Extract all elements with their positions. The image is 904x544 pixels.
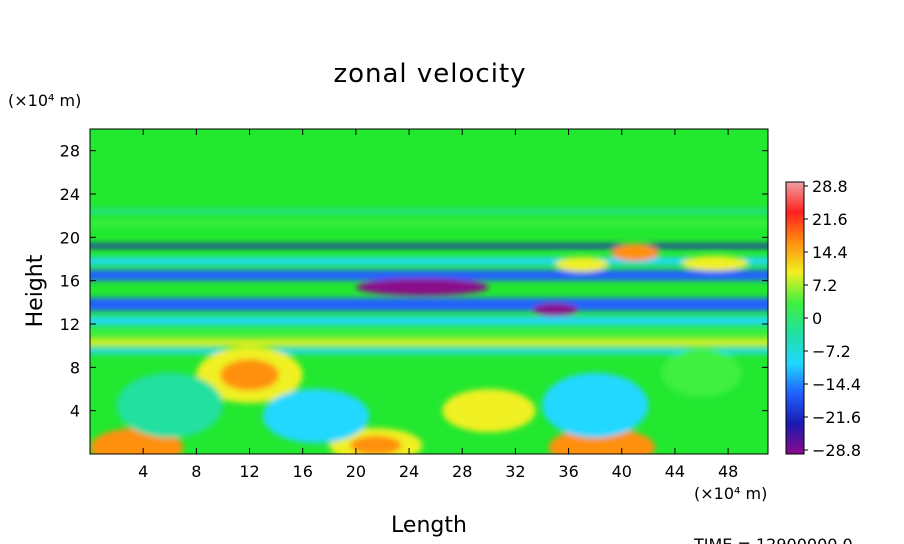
x-tick-label: 36 bbox=[558, 462, 578, 481]
y-tick-label: 16 bbox=[60, 272, 80, 291]
y-axis: 4 8 12 16 20 24 28 bbox=[60, 142, 768, 421]
colorbar-tick-label: −28.8 bbox=[812, 441, 861, 460]
field-band bbox=[90, 348, 768, 354]
field-blob-core bbox=[220, 359, 279, 391]
y-tick-label: 24 bbox=[60, 185, 80, 204]
field-band bbox=[90, 220, 768, 226]
x-axis: 4 8 12 16 20 24 28 32 36 40 44 48 bbox=[138, 129, 738, 481]
field-band bbox=[90, 316, 768, 326]
field-blob-core bbox=[572, 436, 632, 454]
y-tick-label: 4 bbox=[70, 402, 80, 421]
time-label: TIME = 12900000.0 bbox=[693, 535, 853, 544]
x-axis-label: Length bbox=[391, 513, 467, 538]
chart-title: zonal velocity bbox=[333, 59, 526, 89]
colorbar-tick-label: −7.2 bbox=[812, 342, 851, 361]
x-tick-label: 8 bbox=[191, 462, 201, 481]
y-axis-label: Height bbox=[23, 254, 48, 327]
plot-area bbox=[90, 129, 768, 454]
colorbar: 28.8 21.6 14.4 7.2 0 −7.2 −14.4 −21.6 −28.8 bbox=[785, 177, 861, 460]
x-tick-label: 32 bbox=[505, 462, 525, 481]
field-blob-core bbox=[110, 436, 163, 454]
field-blob-core bbox=[542, 306, 568, 314]
x-tick-label: 16 bbox=[293, 462, 313, 481]
field-band bbox=[90, 209, 768, 214]
field-blob-core bbox=[350, 435, 402, 454]
field-band bbox=[90, 298, 768, 311]
y-tick-label: 20 bbox=[60, 228, 80, 247]
field-blob bbox=[542, 372, 649, 438]
x-tick-label: 24 bbox=[399, 462, 419, 481]
x-tick-label: 48 bbox=[718, 462, 738, 481]
x-tick-label: 28 bbox=[452, 462, 472, 481]
field-band bbox=[90, 243, 768, 249]
colorbar-tick-label: −21.6 bbox=[812, 408, 861, 427]
colorbar-tick-label: 14.4 bbox=[812, 243, 848, 262]
colorbar-tick-label: −14.4 bbox=[812, 375, 861, 394]
colorbar-tick-label: 28.8 bbox=[812, 177, 848, 196]
x-tick-label: 20 bbox=[346, 462, 366, 481]
x-tick-label: 12 bbox=[239, 462, 259, 481]
field-blob-core bbox=[385, 282, 459, 292]
x-tick-label: 40 bbox=[612, 462, 632, 481]
plot-frame bbox=[89, 128, 769, 455]
field-blob-core bbox=[567, 260, 597, 269]
x-tick-label: 44 bbox=[665, 462, 685, 481]
colorbar-gradient bbox=[786, 182, 804, 454]
field-blob bbox=[661, 348, 742, 397]
field-band bbox=[90, 257, 768, 265]
colorbar-tick-label: 21.6 bbox=[812, 210, 848, 229]
field-blob-core bbox=[621, 247, 649, 258]
y-tick-label: 12 bbox=[60, 315, 80, 334]
y-unit-label: (×10⁴ m) bbox=[8, 91, 81, 110]
field-band bbox=[90, 269, 768, 281]
colorbar-tick-label: 0 bbox=[812, 309, 822, 328]
field-band bbox=[90, 339, 768, 346]
x-tick-label: 4 bbox=[138, 462, 148, 481]
field-blob bbox=[116, 372, 223, 438]
field-band bbox=[90, 329, 768, 336]
colorbar-tick-label: 7.2 bbox=[812, 276, 837, 295]
field-blob-core bbox=[463, 398, 515, 423]
x-unit-label: (×10⁴ m) bbox=[694, 484, 767, 503]
y-tick-label: 28 bbox=[60, 142, 80, 161]
field-blob bbox=[262, 389, 370, 444]
y-tick-label: 8 bbox=[70, 358, 80, 377]
field-blob bbox=[681, 255, 749, 271]
